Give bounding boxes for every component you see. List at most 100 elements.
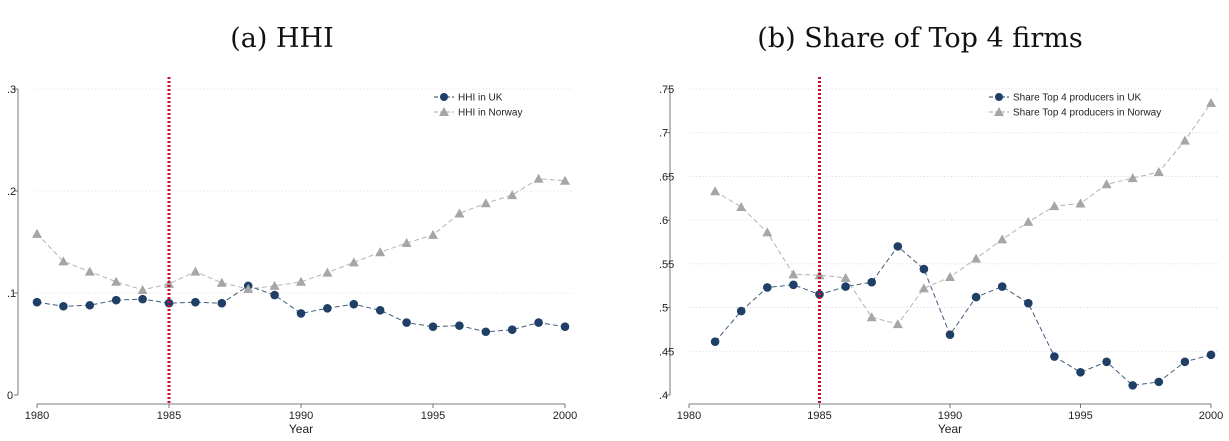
data-point [710, 186, 721, 196]
x-tick-label: 1990 [289, 410, 313, 422]
data-point [296, 276, 306, 286]
data-point [840, 272, 851, 282]
legend-marker [439, 107, 449, 116]
data-point [428, 322, 438, 331]
data-point [1024, 298, 1033, 308]
data-point [454, 208, 465, 218]
data-point [507, 190, 518, 200]
data-point [348, 257, 359, 267]
x-tick-label: 1995 [421, 410, 445, 422]
panel-hhi: (a) HHI 0 .1 .2 .3 1980 1985 1990 1995 2000 Year HH… [7, 23, 577, 436]
data-point [971, 292, 981, 302]
data-point [455, 321, 464, 330]
legend-label: HHI in UK [458, 93, 503, 104]
y-tick-label: .3 [7, 84, 16, 96]
data-point [763, 283, 772, 292]
data-point [58, 256, 69, 266]
x-tick-label: 1995 [1068, 410, 1092, 422]
x-tick-label: 1980 [677, 410, 701, 422]
data-point [945, 330, 955, 339]
data-point [560, 322, 570, 331]
data-point [1101, 179, 1112, 189]
data-point [375, 306, 385, 315]
data-point [1206, 97, 1216, 107]
data-point [997, 282, 1007, 291]
legend-marker [994, 107, 1004, 116]
data-point [111, 276, 122, 286]
data-point [323, 304, 332, 313]
data-point [710, 337, 720, 346]
data-point [945, 271, 955, 281]
data-point [401, 238, 412, 248]
data-point [111, 295, 121, 305]
y-tick-label: 0 [7, 390, 13, 402]
data-point [1180, 357, 1190, 367]
data-point [1127, 173, 1138, 183]
data-point [789, 280, 798, 290]
data-point [762, 227, 773, 237]
data-point [918, 283, 929, 293]
legend-marker [440, 93, 448, 101]
y-tick-label: .5 [659, 303, 668, 315]
x-tick-label: 1990 [938, 410, 962, 422]
data-point [841, 282, 850, 291]
x-tick-label: 1985 [157, 410, 181, 422]
data-point [1023, 216, 1034, 226]
legend-marker [995, 93, 1003, 101]
data-point [1179, 135, 1190, 145]
series-line [714, 245, 1212, 386]
data-point [1128, 381, 1137, 390]
data-point [507, 325, 517, 335]
series-line [714, 102, 1212, 325]
data-point [736, 306, 746, 316]
y-tick-label: .55 [659, 259, 674, 271]
data-point [1206, 350, 1216, 360]
y-tick-label: .7 [659, 128, 668, 140]
y-tick-label: .4 [659, 390, 668, 402]
data-point [1154, 377, 1164, 387]
data-point [296, 309, 306, 318]
x-tick-label: 1985 [807, 410, 831, 422]
x-tick-label: 2000 [1199, 410, 1223, 422]
data-point [191, 297, 200, 307]
data-point [270, 290, 279, 300]
data-point [481, 327, 491, 337]
data-point [788, 269, 799, 279]
data-point [893, 242, 903, 251]
data-point [138, 294, 147, 304]
series-line [36, 285, 566, 333]
data-point [1075, 198, 1086, 208]
legend-label: Share Top 4 producers in Norway [1013, 108, 1161, 119]
y-tick-label: .45 [659, 346, 674, 358]
x-tick-label: 1980 [25, 410, 49, 422]
data-point [1050, 352, 1059, 361]
data-point [892, 319, 903, 329]
chart-title: (b) Share of Top 4 firms [757, 23, 1082, 54]
data-point [1076, 367, 1085, 377]
y-tick-label: .65 [659, 171, 674, 183]
data-point [32, 297, 42, 307]
y-tick-label: .2 [7, 186, 16, 198]
data-point [971, 253, 982, 263]
data-point [137, 284, 148, 294]
data-point [164, 278, 174, 288]
x-axis-title: Year [938, 422, 962, 436]
data-point [217, 298, 227, 308]
data-point [59, 301, 68, 311]
data-point [243, 283, 254, 293]
data-point [997, 234, 1008, 244]
data-point [560, 175, 570, 185]
data-point [866, 312, 877, 322]
data-point [216, 277, 227, 287]
data-point [1102, 357, 1111, 367]
data-point [1049, 201, 1060, 211]
y-tick-label: .6 [659, 215, 668, 227]
data-point [375, 247, 386, 257]
data-point [190, 266, 201, 276]
data-point [84, 266, 95, 276]
data-point [85, 300, 95, 310]
x-tick-label: 2000 [553, 410, 577, 422]
data-point [533, 173, 544, 183]
y-tick-label: .75 [659, 84, 674, 96]
